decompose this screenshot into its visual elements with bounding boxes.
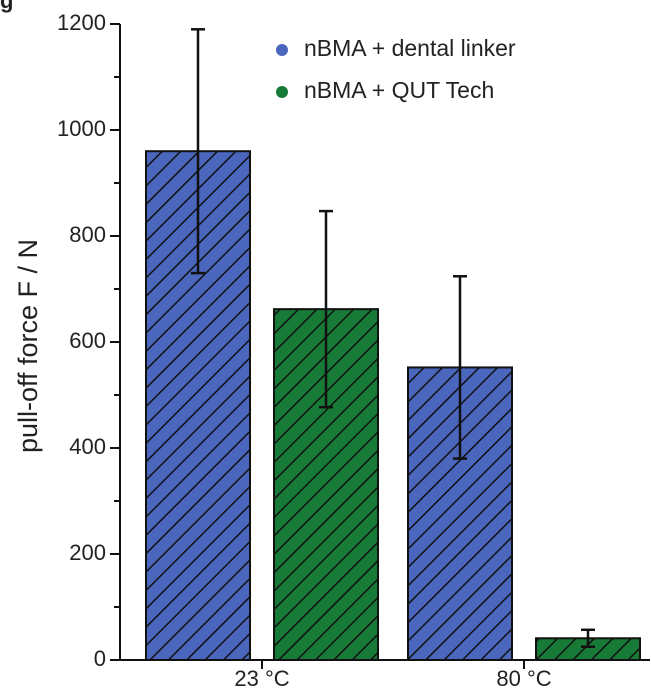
x-tick-label: 80 °C xyxy=(496,666,551,691)
x-axis-ticks: 23 °C 80 °C xyxy=(234,660,552,691)
legend: nBMA + dental linker nBMA + QUT Tech xyxy=(276,35,516,103)
legend-marker xyxy=(276,86,288,98)
y-tick-label: 800 xyxy=(69,222,106,247)
y-axis-ticks: 0 200 400 600 800 1000 1200 xyxy=(57,10,120,671)
legend-label: nBMA + dental linker xyxy=(304,35,516,61)
y-tick-label: 600 xyxy=(69,328,106,353)
y-tick-label: 200 xyxy=(69,540,106,565)
error-bars-group xyxy=(191,28,595,648)
panel-label: g xyxy=(0,0,13,13)
legend-marker xyxy=(276,44,288,56)
y-tick-label: 1000 xyxy=(57,116,106,141)
bars-group xyxy=(145,150,641,662)
legend-label: nBMA + QUT Tech xyxy=(304,77,494,103)
y-tick-label: 0 xyxy=(94,646,106,671)
y-tick-label: 400 xyxy=(69,434,106,459)
y-axis-title: pull-off force F / N xyxy=(13,239,43,453)
x-tick-label: 23 °C xyxy=(234,666,289,691)
y-tick-label: 1200 xyxy=(57,10,106,35)
